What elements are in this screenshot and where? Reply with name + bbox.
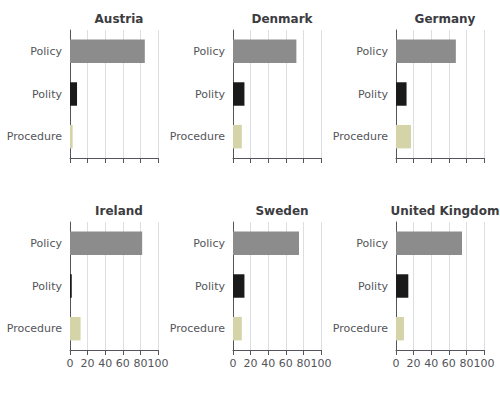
svg-text:80: 80 bbox=[459, 357, 473, 370]
svg-text:Procedure: Procedure bbox=[170, 130, 226, 143]
svg-text:40: 40 bbox=[261, 357, 275, 370]
svg-text:Policy: Policy bbox=[193, 237, 225, 250]
svg-text:80: 80 bbox=[133, 357, 147, 370]
svg-text:0: 0 bbox=[67, 357, 74, 370]
svg-text:0: 0 bbox=[393, 357, 400, 370]
svg-text:United Kingdom: United Kingdom bbox=[391, 204, 500, 218]
svg-text:Procedure: Procedure bbox=[170, 322, 226, 335]
svg-text:Polity: Polity bbox=[358, 88, 388, 101]
svg-text:100: 100 bbox=[474, 357, 495, 370]
svg-text:Procedure: Procedure bbox=[7, 322, 63, 335]
svg-text:Austria: Austria bbox=[95, 12, 144, 26]
svg-text:Polity: Polity bbox=[32, 88, 62, 101]
svg-text:80: 80 bbox=[296, 357, 310, 370]
svg-text:60: 60 bbox=[442, 357, 456, 370]
svg-text:Policy: Policy bbox=[356, 237, 388, 250]
svg-text:Germany: Germany bbox=[415, 12, 476, 26]
svg-text:0: 0 bbox=[230, 357, 237, 370]
svg-text:20: 20 bbox=[407, 357, 421, 370]
svg-text:Procedure: Procedure bbox=[7, 130, 63, 143]
svg-text:40: 40 bbox=[98, 357, 112, 370]
svg-text:Sweden: Sweden bbox=[255, 204, 308, 218]
svg-text:20: 20 bbox=[244, 357, 258, 370]
svg-text:Polity: Polity bbox=[32, 280, 62, 293]
svg-text:Policy: Policy bbox=[30, 237, 62, 250]
svg-text:100: 100 bbox=[148, 357, 169, 370]
svg-text:20: 20 bbox=[81, 357, 95, 370]
svg-text:Policy: Policy bbox=[193, 45, 225, 58]
svg-text:Polity: Polity bbox=[195, 88, 225, 101]
svg-text:Denmark: Denmark bbox=[251, 12, 313, 26]
svg-text:40: 40 bbox=[424, 357, 438, 370]
svg-text:100: 100 bbox=[311, 357, 332, 370]
svg-text:Procedure: Procedure bbox=[333, 130, 389, 143]
svg-text:Ireland: Ireland bbox=[95, 204, 143, 218]
svg-text:60: 60 bbox=[116, 357, 130, 370]
svg-text:Procedure: Procedure bbox=[333, 322, 389, 335]
svg-text:Policy: Policy bbox=[356, 45, 388, 58]
svg-text:Policy: Policy bbox=[30, 45, 62, 58]
svg-text:60: 60 bbox=[279, 357, 293, 370]
svg-text:Polity: Polity bbox=[358, 280, 388, 293]
svg-text:Polity: Polity bbox=[195, 280, 225, 293]
